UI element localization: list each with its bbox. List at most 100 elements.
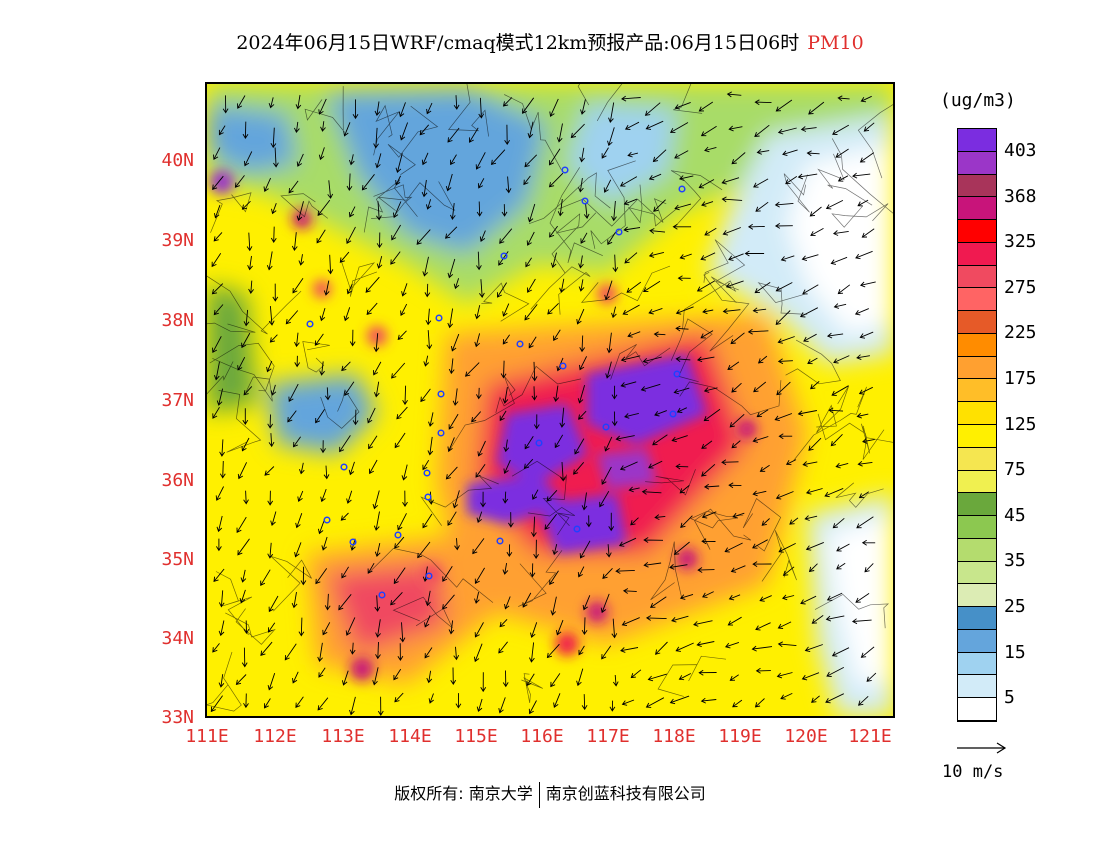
species-label: PM10 <box>807 32 864 54</box>
wind-arrow-icon <box>473 643 483 663</box>
wind-arrow-icon <box>260 641 273 656</box>
wind-arrow-icon <box>296 153 304 167</box>
wind-arrow-icon <box>581 617 588 636</box>
wind-arrow-icon <box>479 279 485 298</box>
colorbar-segment <box>958 629 996 653</box>
colorbar-label: 35 <box>1004 550 1026 572</box>
wind-arrow-icon <box>322 622 331 636</box>
wind-arrow-icon <box>442 565 453 582</box>
wind-arrow-icon <box>447 308 454 329</box>
wind-arrow-icon <box>601 645 612 660</box>
wind-arrow-icon <box>855 250 873 260</box>
wind-arrow-icon <box>643 537 664 543</box>
wind-arrow-icon <box>241 200 251 210</box>
boundary-line <box>387 105 439 175</box>
wind-arrow-icon <box>284 643 297 661</box>
wind-arrow-icon <box>373 361 382 376</box>
wind-arrow-icon <box>757 355 768 364</box>
wind-arrow-icon <box>212 175 224 190</box>
wind-arrow-icon <box>450 333 460 352</box>
colorbar-label: 25 <box>1004 596 1026 617</box>
wind-arrow-icon <box>752 490 767 497</box>
wind-arrow-icon <box>423 355 430 367</box>
wind-arrow-icon <box>654 410 667 417</box>
wind-arrow-icon <box>833 355 850 364</box>
wind-arrow-icon <box>809 206 822 217</box>
wind-arrow-icon <box>669 695 690 705</box>
colorbar-segment <box>958 174 996 198</box>
wind-arrow-icon <box>555 619 564 636</box>
wind-arrow-icon <box>426 330 433 350</box>
wind-arrow-icon <box>241 647 248 668</box>
wind-arrow-icon <box>811 695 820 703</box>
wind-arrow-icon <box>759 464 770 472</box>
wind-arrow-icon <box>698 669 717 676</box>
wind-arrow-icon <box>605 361 612 379</box>
boundary-line <box>207 322 256 333</box>
wind-arrow-icon <box>759 595 772 602</box>
wind-arrow-icon <box>578 279 585 292</box>
wind-arrow-icon <box>578 178 584 193</box>
wind-arrow-icon <box>825 199 844 210</box>
wind-arrow-icon <box>476 511 483 523</box>
wind-arrow-icon <box>624 252 638 264</box>
wind-arrow-icon <box>856 516 874 529</box>
wind-arrow-icon <box>775 99 793 112</box>
lon-label-119e: 119E <box>718 726 762 747</box>
lat-label-37n: 37N <box>161 390 194 411</box>
wind-arrow-icon <box>346 173 353 191</box>
colorbar-segment <box>958 493 996 517</box>
city-marker-icon <box>435 314 443 322</box>
wind-arrow-icon <box>295 696 304 708</box>
wind-arrow-icon <box>445 173 453 192</box>
wind-arrow-icon <box>619 461 638 471</box>
wind-arrow-icon <box>420 388 431 403</box>
wind-arrow-icon <box>761 518 770 526</box>
wind-arrow-icon <box>427 436 434 456</box>
wind-arrow-icon <box>247 255 253 271</box>
wind-arrow-icon <box>243 151 253 167</box>
wind-arrow-icon <box>219 439 225 457</box>
wind-arrow-icon <box>547 302 559 315</box>
wind-arrow-icon <box>424 615 431 628</box>
wind-arrow-icon <box>679 485 690 494</box>
wind-arrow-icon <box>505 176 512 194</box>
lat-label-34n: 34N <box>161 628 194 649</box>
wind-arrow-icon <box>471 411 482 423</box>
wind-arrow-icon <box>550 673 561 688</box>
wind-arrow-icon <box>374 595 381 612</box>
wind-arrow-icon <box>474 622 484 638</box>
wind-arrow-icon <box>376 232 383 249</box>
wind-arrow-icon <box>726 91 742 98</box>
wind-arrow-icon <box>295 513 303 529</box>
colorbar-segment <box>958 425 996 448</box>
boundary-line <box>511 460 570 526</box>
wind-arrow-icon <box>703 387 718 393</box>
wind-arrow-icon <box>604 280 613 301</box>
boundary-line <box>377 181 456 212</box>
wind-reference-label: 10 m/s <box>942 762 1004 782</box>
wind-arrow-icon <box>609 700 616 712</box>
wind-arrow-icon <box>548 172 564 188</box>
wind-arrow-icon <box>755 201 769 212</box>
colorbar-segment <box>958 516 996 539</box>
wind-arrow-icon <box>260 569 271 587</box>
wind-arrow-icon <box>453 278 460 290</box>
wind-arrow-icon <box>675 356 691 362</box>
wind-arrow-icon <box>504 596 511 610</box>
wind-arrow-icon <box>348 206 356 218</box>
boundary-line <box>368 548 494 603</box>
wind-arrow-icon <box>576 308 585 325</box>
wind-arrow-icon <box>349 329 356 347</box>
wind-arrow-icon <box>502 563 509 575</box>
wind-arrow-icon <box>502 303 510 317</box>
wind-arrow-icon <box>677 275 691 282</box>
wind-arrow-icon <box>268 595 279 613</box>
wind-arrow-icon <box>218 590 225 608</box>
colorbar-segment <box>958 151 996 175</box>
colorbar <box>957 128 997 722</box>
wind-arrow-icon <box>801 672 820 681</box>
wind-arrow-icon <box>810 228 824 237</box>
boundary-line <box>549 167 603 264</box>
wind-arrow-icon <box>211 253 222 268</box>
